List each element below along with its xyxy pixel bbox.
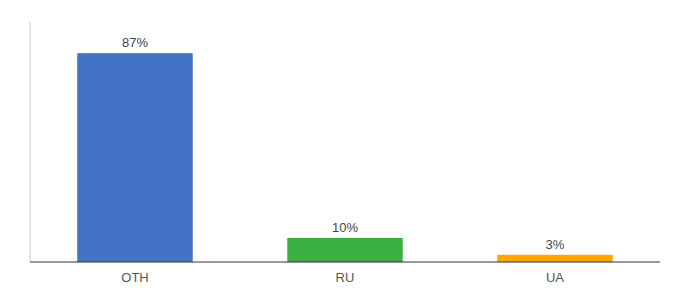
chart-svg: OTH RU UA 87% 10% 3% — [0, 0, 680, 300]
data-label: 87% — [122, 35, 148, 50]
x-tick-label: OTH — [121, 270, 148, 285]
x-tick-label: UA — [546, 270, 564, 285]
chart-container: OTH RU UA 87% 10% 3% — [0, 0, 680, 300]
bar — [497, 255, 613, 262]
bars — [77, 53, 613, 262]
y-axis-line — [30, 22, 31, 262]
bar — [287, 238, 403, 262]
x-axis-line — [30, 262, 660, 263]
data-label: 10% — [332, 220, 358, 235]
data-label: 3% — [546, 237, 565, 252]
bar — [77, 53, 193, 262]
x-tick-label: RU — [336, 270, 355, 285]
